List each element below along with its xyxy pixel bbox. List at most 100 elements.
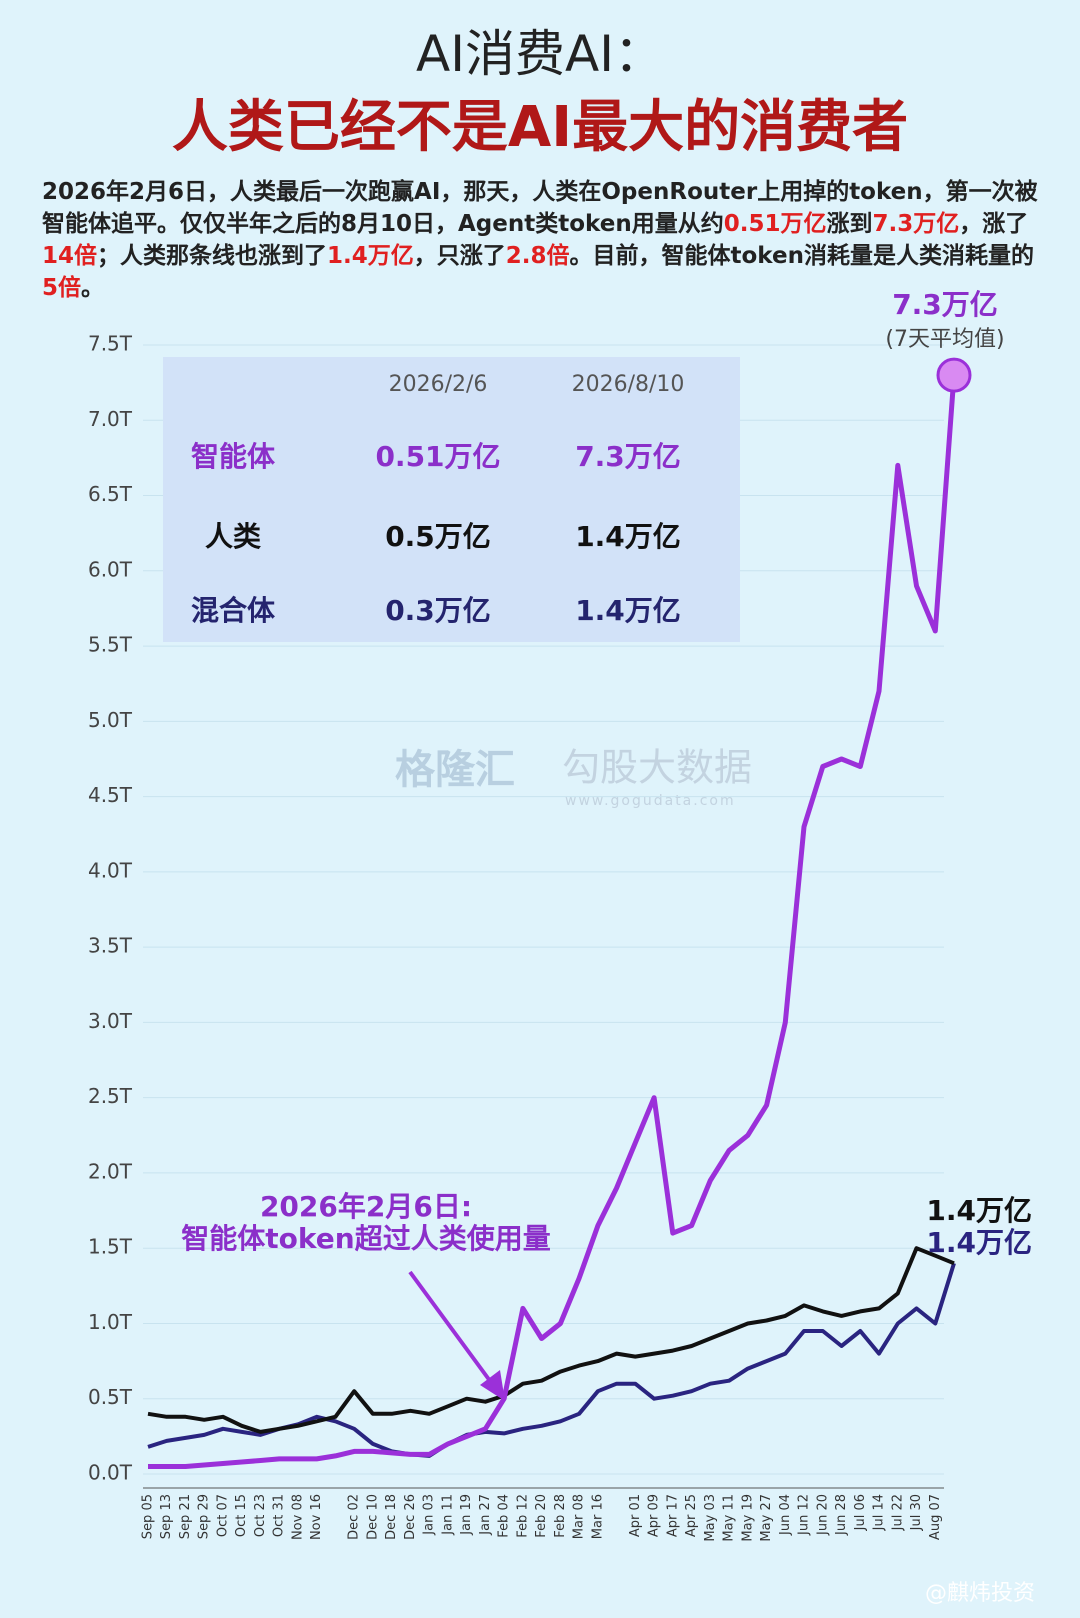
y-tick-label: 1.0T — [88, 1310, 133, 1334]
x-tick-label: Sep 05 — [141, 1494, 156, 1539]
intro-segment: 。目前，智能体token消耗量是人类消耗量的 — [569, 243, 1034, 269]
table-row-name: 智能体 — [191, 440, 276, 473]
annotation: (7天平均值) — [885, 327, 1004, 352]
x-tick-label: Feb 12 — [515, 1494, 530, 1538]
annotation-arrow — [408, 1270, 495, 1387]
intro-text: 2026年2月6日，人类最后一次跑赢AI，那天，人类在OpenRouter上用掉… — [42, 176, 1042, 304]
x-tick-label: Jun 28 — [834, 1494, 849, 1536]
y-tick-label: 0.0T — [88, 1461, 133, 1485]
table-cell: 1.4万亿 — [575, 594, 681, 627]
x-tick-label: May 03 — [703, 1494, 718, 1542]
x-tick-label: Apr 17 — [665, 1494, 680, 1537]
x-tick-label: Jul 22 — [890, 1494, 905, 1531]
x-tick-label: Jul 14 — [872, 1494, 887, 1531]
intro-segment: 。 — [81, 275, 105, 301]
table-cell: 1.4万亿 — [575, 520, 681, 553]
y-tick-label: 2.5T — [88, 1084, 133, 1108]
x-tick-label: Jun 04 — [778, 1494, 793, 1536]
title: AI消费AI： — [416, 25, 664, 83]
annotation: 1.4万亿 — [926, 1226, 1032, 1259]
table-cell: 0.5万亿 — [385, 520, 491, 553]
watermark-brand2: 勾股大数据 — [562, 746, 752, 790]
y-tick-label: 3.5T — [88, 934, 133, 958]
end-marker — [936, 357, 972, 393]
x-tick-label: Apr 09 — [647, 1494, 662, 1537]
x-tick-label: Dec 18 — [384, 1494, 399, 1540]
intro-segment: 0.51万亿 — [723, 211, 827, 237]
table-row-name: 人类 — [205, 520, 261, 553]
x-tick-label: Jan 19 — [459, 1494, 474, 1536]
x-tick-label: Jun 20 — [815, 1494, 830, 1536]
y-tick-label: 6.0T — [88, 557, 133, 581]
x-tick-label: Sep 13 — [159, 1494, 174, 1539]
x-tick-label: Dec 02 — [347, 1494, 362, 1540]
annotation: 智能体token超过人类使用量 — [181, 1222, 550, 1255]
y-tick-label: 7.5T — [88, 332, 133, 356]
x-tick-label: Jan 11 — [440, 1494, 455, 1536]
x-tick-label: Jun 12 — [797, 1494, 812, 1536]
annotation-arrowhead — [480, 1370, 505, 1401]
table-cell: 7.3万亿 — [575, 440, 681, 473]
intro-segment: 5倍 — [42, 275, 82, 301]
x-tick-label: May 11 — [722, 1494, 737, 1542]
intro-segment: 1.4万亿 — [327, 243, 414, 269]
watermark-url: www.gogudata.com — [565, 793, 736, 809]
credit: @麒炜投资 — [925, 1581, 1035, 1606]
y-tick-label: 2.0T — [88, 1159, 133, 1183]
x-tick-label: Feb 20 — [534, 1494, 549, 1538]
x-tick-label: Feb 04 — [497, 1494, 512, 1538]
watermark-brand: 格隆汇 — [395, 747, 515, 793]
series-line — [147, 1246, 955, 1434]
y-tick-label: 3.0T — [88, 1009, 133, 1033]
annotation: 2026年2月6日: — [260, 1190, 472, 1223]
x-tick-label: Aug 07 — [928, 1494, 943, 1540]
x-tick-label: Dec 26 — [403, 1494, 418, 1540]
x-tick-label: Jan 03 — [422, 1494, 437, 1536]
annotation: 7.3万亿 — [892, 288, 998, 321]
y-tick-label: 7.0T — [88, 407, 133, 431]
y-tick-label: 6.5T — [88, 482, 133, 506]
x-tick-label: Mar 08 — [572, 1494, 587, 1539]
intro-segment: 2026年2月6日，人类最后一次跑赢AI，那天，人类在OpenRouter上用掉… — [42, 179, 1038, 237]
x-tick-label: Nov 16 — [309, 1494, 324, 1540]
subtitle: 人类已经不是AI最大的消费者 — [171, 95, 909, 160]
x-tick-label: Mar 16 — [590, 1494, 605, 1539]
y-tick-label: 1.5T — [88, 1235, 133, 1259]
table-cell: 0.51万亿 — [375, 440, 500, 473]
table-header: 2026/2/6 — [389, 372, 488, 397]
series-line — [148, 374, 957, 1469]
intro-segment: 7.3万亿 — [872, 211, 960, 237]
x-tick-label: Oct 31 — [272, 1494, 287, 1537]
x-tick-label: Jul 30 — [909, 1494, 924, 1531]
x-tick-label: May 27 — [759, 1494, 774, 1542]
x-tick-label: Nov 08 — [290, 1494, 305, 1540]
series-line — [147, 1262, 956, 1458]
intro-segment: ，涨了 — [959, 211, 1029, 237]
intro-segment: 涨到 — [826, 211, 873, 237]
y-tick-label: 4.0T — [88, 858, 133, 882]
intro-segment: ；人类那条线也涨到了 — [97, 243, 328, 269]
intro-segment: 2.8倍 — [505, 243, 570, 269]
x-tick-label: Oct 15 — [234, 1494, 249, 1537]
x-tick-label: Sep 29 — [197, 1494, 212, 1539]
x-tick-label: Apr 01 — [628, 1494, 643, 1537]
x-tick-label: Feb 28 — [553, 1494, 568, 1538]
table-header: 2026/8/10 — [572, 372, 685, 397]
intro-segment: ，只涨了 — [413, 243, 506, 269]
x-tick-label: Apr 25 — [684, 1494, 699, 1537]
y-tick-label: 4.5T — [88, 783, 133, 807]
x-tick-label: Jan 27 — [478, 1494, 493, 1536]
x-tick-label: Jul 06 — [853, 1494, 868, 1531]
x-tick-label: Sep 21 — [178, 1494, 193, 1539]
table-cell: 0.3万亿 — [385, 594, 491, 627]
x-tick-label: May 19 — [740, 1494, 755, 1542]
annotation: 1.4万亿 — [926, 1194, 1032, 1227]
table-row-name: 混合体 — [191, 594, 276, 627]
x-tick-label: Oct 23 — [253, 1494, 268, 1537]
y-tick-label: 5.5T — [88, 633, 133, 657]
x-tick-label: Dec 10 — [365, 1494, 380, 1540]
y-tick-label: 0.5T — [88, 1385, 133, 1409]
intro-segment: 14倍 — [42, 243, 98, 269]
y-tick-label: 5.0T — [88, 708, 133, 732]
